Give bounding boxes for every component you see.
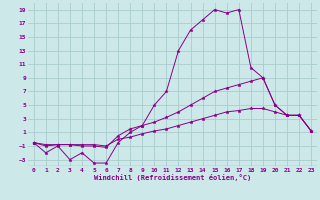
- X-axis label: Windchill (Refroidissement éolien,°C): Windchill (Refroidissement éolien,°C): [94, 174, 251, 181]
